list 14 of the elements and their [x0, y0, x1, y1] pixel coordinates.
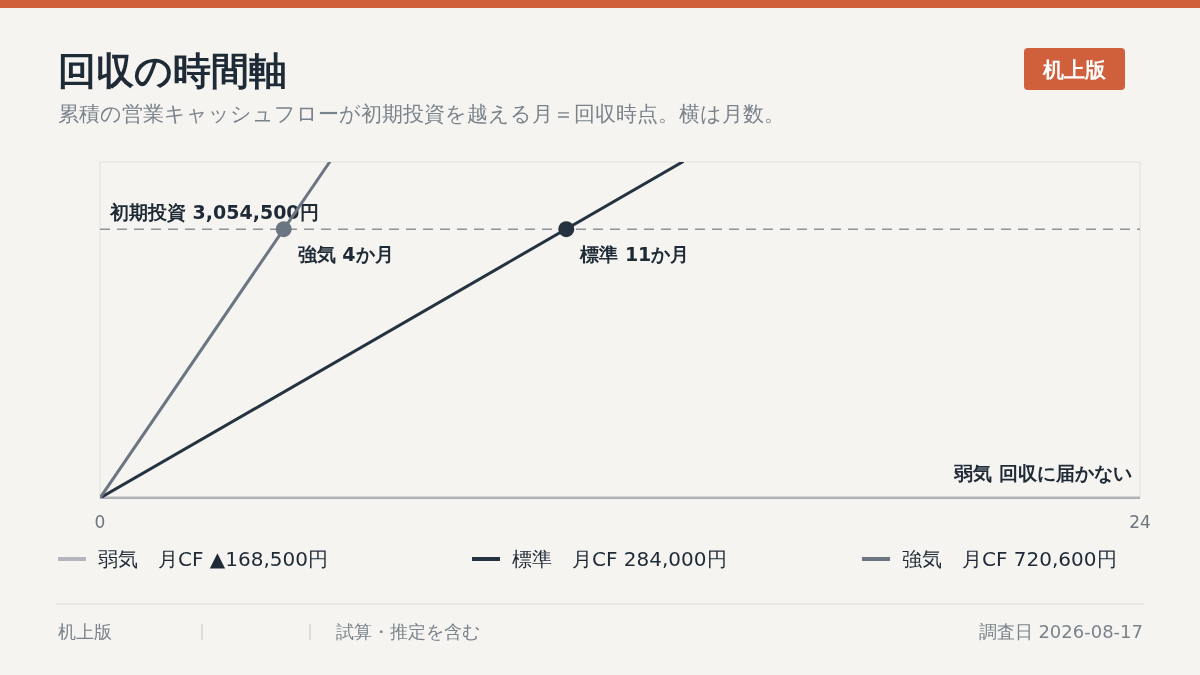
chart-title: 回収の時間軸 — [58, 49, 287, 93]
text: 机上版 — [58, 621, 112, 642]
text: 試算・推定を含む — [336, 621, 480, 642]
legend-label: 強気 月CF 720,600円 — [902, 547, 1117, 571]
annotation: 強気 4か月 — [297, 243, 394, 266]
annotation: 弱気 回収に届かない — [953, 462, 1132, 484]
x-tick-label: 0 — [94, 512, 106, 532]
annotation: 標準 11か月 — [579, 243, 690, 266]
x-tick-label: 24 — [1129, 512, 1151, 532]
chart-subtitle: 累積の営業キャッシュフローが初期投資を越える月＝回収時点。横は月数。 — [58, 102, 785, 126]
legend-label: 弱気 月CF ▲168,500円 — [98, 547, 328, 571]
legend-label: 標準 月CF 284,000円 — [512, 547, 727, 571]
text: 机上版 — [1042, 58, 1107, 82]
text: 調査日 2026-08-17 — [978, 621, 1143, 642]
